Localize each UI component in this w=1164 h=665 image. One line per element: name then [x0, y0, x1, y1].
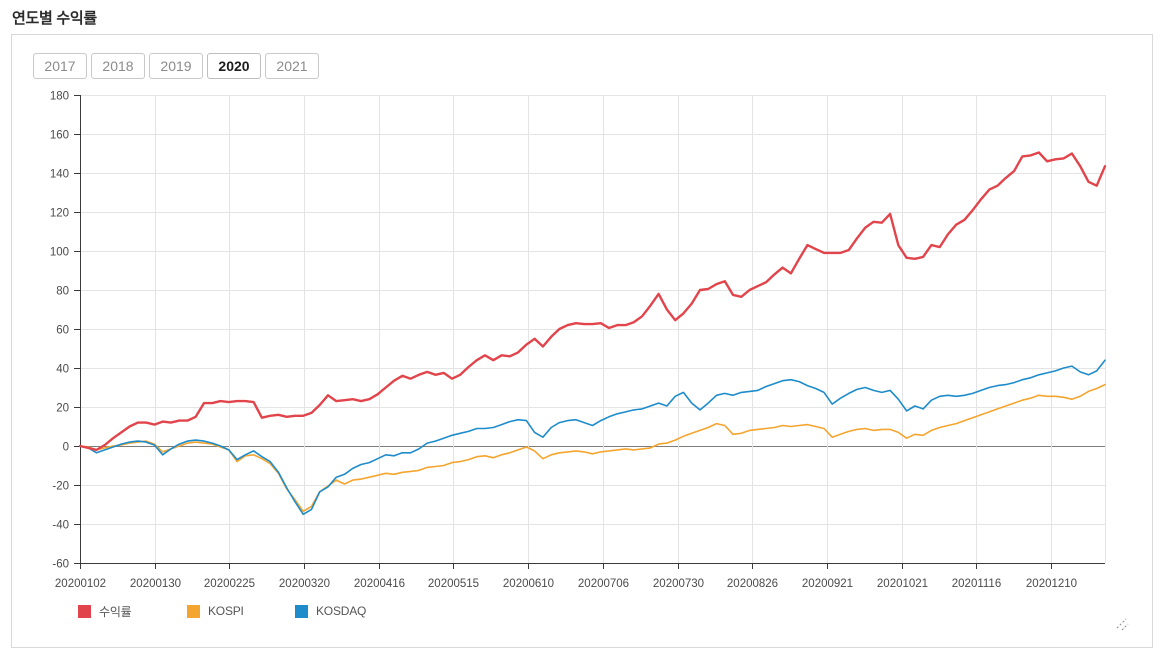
y-tick-label: -60: [52, 559, 69, 571]
legend-swatch-kospi: [187, 604, 200, 618]
tab-2019[interactable]: 2019: [149, 53, 203, 79]
y-tick-label: 80: [56, 286, 69, 298]
tab-2017[interactable]: 2017: [33, 53, 87, 79]
tab-2020[interactable]: 2020: [207, 53, 261, 79]
x-tick-label: 20200826: [727, 578, 778, 590]
x-tick-label: 20200225: [204, 578, 255, 590]
x-tick-label: 20200320: [279, 578, 330, 590]
page-title: 연도별 수익률: [12, 10, 97, 27]
x-tick-label: 20201116: [952, 578, 1001, 590]
series-line-kosdaq: [79, 359, 1106, 516]
y-tick-label: 40: [56, 364, 69, 376]
y-tick-label: 60: [56, 325, 69, 337]
year-tabs: 2017 2018 2019 2020 2021: [33, 53, 323, 79]
legend-swatch-returns: [78, 604, 91, 618]
y-tick-label: 180: [50, 91, 69, 103]
x-tick-label: 20200416: [354, 578, 405, 590]
line-chart: 180 160 140 120 100 80 60 40 20 0 -20 -40 -60 2020010…: [50, 91, 1107, 590]
x-tick-label: 20200921: [802, 578, 853, 590]
legend-label-kosdaq: KOSDAQ: [316, 604, 367, 618]
chart-legend: 수익률 KOSPI KOSDAQ: [12, 604, 1152, 624]
x-tick-label: 20200102: [55, 578, 106, 590]
x-tick-label: 20201210: [1026, 578, 1077, 590]
y-tick-label: 0: [63, 442, 69, 454]
legend-label-kospi: KOSPI: [208, 604, 244, 618]
x-tick-label: 20200515: [428, 578, 479, 590]
series-line-kospi: [79, 383, 1106, 513]
y-tick-label: 160: [50, 130, 69, 142]
legend-item-kosdaq[interactable]: KOSDAQ: [295, 604, 366, 618]
legend-swatch-kosdaq: [295, 604, 308, 618]
legend-item-kospi[interactable]: KOSPI: [187, 604, 244, 618]
y-tick-label: 140: [50, 169, 69, 181]
x-tick-label: 20200706: [578, 578, 629, 590]
legend-item-returns[interactable]: 수익률: [78, 604, 132, 619]
legend-label-returns: 수익률: [99, 604, 132, 619]
y-tick-label: -40: [52, 520, 69, 532]
x-tick-label: 20201021: [877, 578, 928, 590]
tab-2021[interactable]: 2021: [265, 53, 319, 79]
x-tick-label: 20200130: [130, 578, 181, 590]
x-tick-label: 20200730: [653, 578, 704, 590]
series-line-returns: [78, 151, 1107, 452]
y-tick-label: 120: [50, 208, 69, 220]
y-tick-label: -20: [52, 481, 69, 493]
y-tick-label: 100: [50, 247, 69, 259]
tab-2018[interactable]: 2018: [91, 53, 145, 79]
resize-handle-icon[interactable]: [1115, 617, 1130, 632]
chart-panel: 180 160 140 120 100 80 60 40 20 0 -20 -40 -60 2020010…: [11, 34, 1153, 648]
y-tick-label: 20: [56, 403, 69, 415]
x-tick-label: 20200610: [503, 578, 554, 590]
